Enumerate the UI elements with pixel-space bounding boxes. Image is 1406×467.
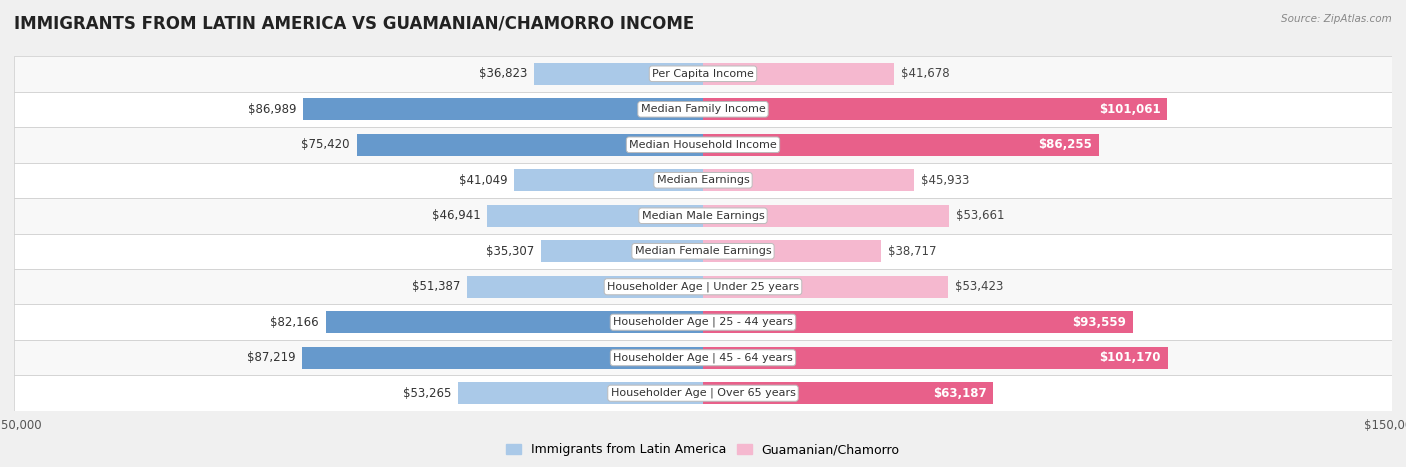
Bar [703,98,1167,120]
Bar [302,347,703,369]
Bar [14,92,1392,127]
Bar [534,63,703,85]
Bar [14,127,1392,163]
Text: Householder Age | Under 25 years: Householder Age | Under 25 years [607,282,799,292]
Text: $53,265: $53,265 [404,387,451,400]
Bar [703,276,949,298]
Bar [515,169,703,191]
Text: IMMIGRANTS FROM LATIN AMERICA VS GUAMANIAN/CHAMORRO INCOME: IMMIGRANTS FROM LATIN AMERICA VS GUAMANI… [14,14,695,32]
Text: Householder Age | 25 - 44 years: Householder Age | 25 - 44 years [613,317,793,327]
Text: $75,420: $75,420 [301,138,350,151]
Bar [14,340,1392,375]
Text: $101,170: $101,170 [1099,351,1161,364]
Text: Median Female Earnings: Median Female Earnings [634,246,772,256]
Bar [703,63,894,85]
Text: $46,941: $46,941 [432,209,481,222]
Bar [703,169,914,191]
Bar [14,56,1392,92]
Text: $93,559: $93,559 [1071,316,1126,329]
Bar [488,205,703,227]
Bar [14,304,1392,340]
Text: $82,166: $82,166 [270,316,319,329]
Text: $38,717: $38,717 [887,245,936,258]
Text: $86,255: $86,255 [1039,138,1092,151]
Bar [326,311,703,333]
Bar [14,198,1392,234]
Bar [703,240,880,262]
Bar [541,240,703,262]
Legend: Immigrants from Latin America, Guamanian/Chamorro: Immigrants from Latin America, Guamanian… [502,439,904,461]
Text: Median Earnings: Median Earnings [657,175,749,185]
Text: Householder Age | Over 65 years: Householder Age | Over 65 years [610,388,796,398]
Bar [14,375,1392,411]
Bar [357,134,703,156]
Bar [304,98,703,120]
Bar [14,269,1392,304]
Bar [14,163,1392,198]
Text: $35,307: $35,307 [485,245,534,258]
Text: Median Male Earnings: Median Male Earnings [641,211,765,221]
Bar [703,311,1133,333]
Text: $63,187: $63,187 [932,387,987,400]
Text: Householder Age | 45 - 64 years: Householder Age | 45 - 64 years [613,353,793,363]
Text: $45,933: $45,933 [921,174,969,187]
Bar [458,382,703,404]
Text: $51,387: $51,387 [412,280,460,293]
Text: $53,423: $53,423 [955,280,1004,293]
Text: $87,219: $87,219 [247,351,295,364]
Text: $86,989: $86,989 [247,103,297,116]
Text: $101,061: $101,061 [1098,103,1160,116]
Text: $41,049: $41,049 [458,174,508,187]
Text: Median Household Income: Median Household Income [628,140,778,150]
Bar [703,382,993,404]
Bar [467,276,703,298]
Text: Source: ZipAtlas.com: Source: ZipAtlas.com [1281,14,1392,24]
Bar [703,134,1099,156]
Bar [703,347,1167,369]
Bar [703,205,949,227]
Text: Per Capita Income: Per Capita Income [652,69,754,79]
Text: $41,678: $41,678 [901,67,950,80]
Text: Median Family Income: Median Family Income [641,104,765,114]
Bar [14,234,1392,269]
Text: $53,661: $53,661 [956,209,1005,222]
Text: $36,823: $36,823 [478,67,527,80]
